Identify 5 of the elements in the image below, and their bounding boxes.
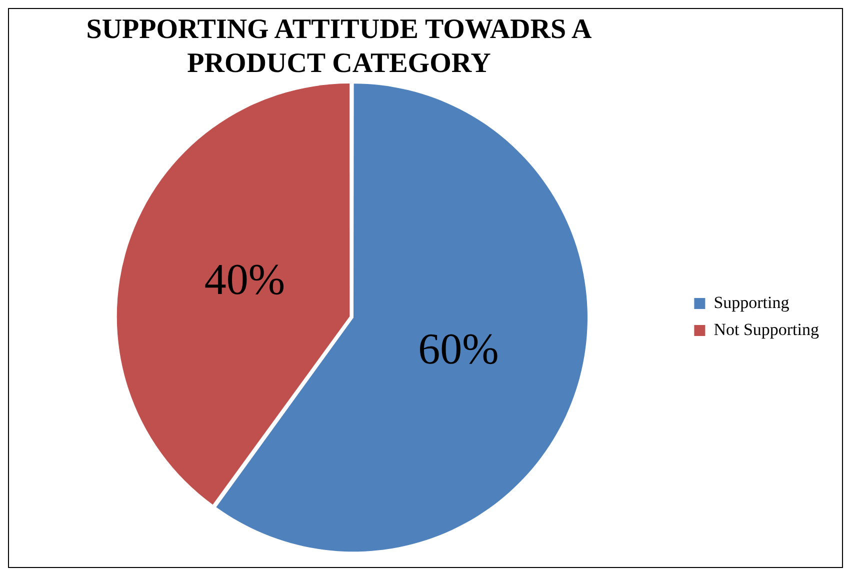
data-label: 60% — [418, 324, 499, 374]
legend-label: Supporting — [714, 292, 790, 312]
legend-label: Not Supporting — [714, 320, 820, 339]
chart-title: SUPPORTING ATTITUDE TOWADRS A PRODUCT CATEGORY — [85, 13, 593, 81]
data-label: 40% — [204, 254, 286, 304]
